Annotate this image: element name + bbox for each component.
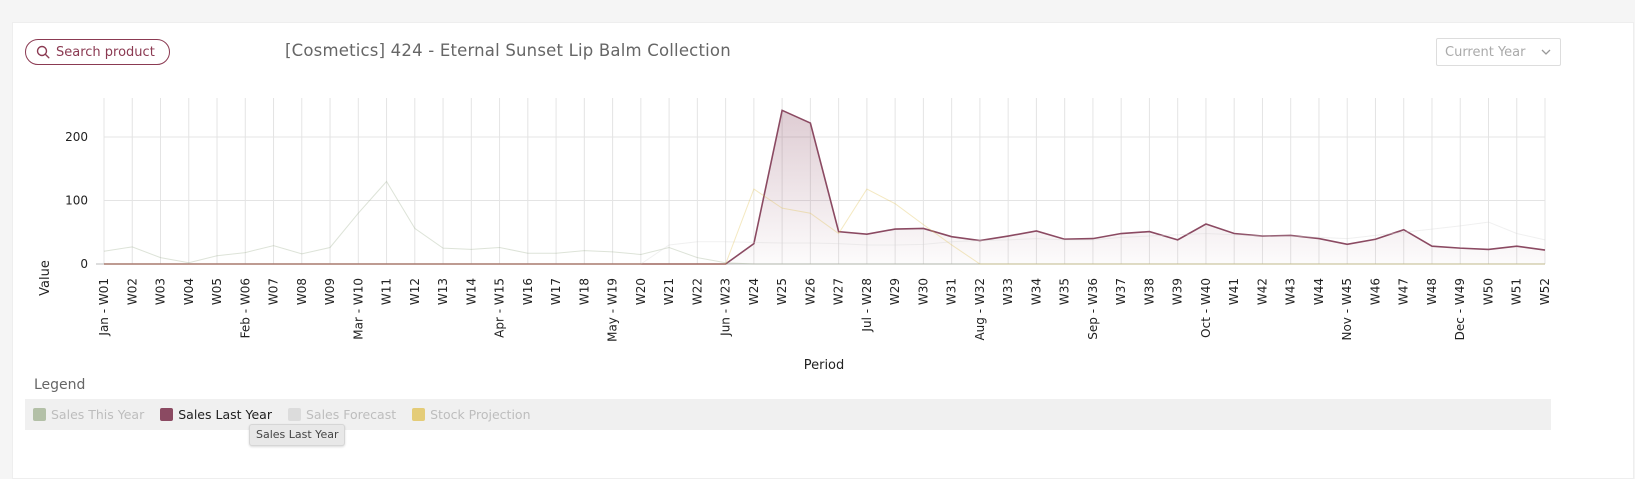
legend-item-stock-projection[interactable]: Stock Projection	[412, 407, 531, 422]
x-tick-label: W17	[549, 278, 563, 305]
x-tick-label: W14	[464, 278, 478, 305]
x-tick-label: W12	[408, 278, 422, 305]
x-tick-label: W04	[182, 278, 196, 305]
legend-label: Sales This Year	[51, 407, 145, 422]
x-tick-label: W02	[125, 278, 139, 305]
x-tick-label: W08	[295, 278, 309, 305]
sales-last-year-line	[104, 109, 1546, 265]
sales-last-year-area	[104, 110, 1545, 264]
search-icon	[36, 45, 50, 59]
search-product-label: Search product	[56, 44, 155, 60]
x-tick-label: W30	[916, 278, 930, 305]
x-tick-label: W29	[888, 278, 902, 305]
x-tick-label: W51	[1510, 278, 1524, 305]
y-tick-label: 0	[80, 257, 88, 271]
stock-projection-line	[104, 188, 1545, 265]
x-tick-label: Dec - W49	[1453, 278, 1467, 340]
legend-label: Sales Last Year	[178, 407, 272, 422]
x-tick-label: W03	[154, 278, 168, 305]
x-tick-label: W41	[1227, 278, 1241, 305]
legend-item-sales-this-year[interactable]: Sales This Year	[33, 407, 144, 422]
y-axis-title: Value	[38, 260, 53, 296]
x-tick-label: W50	[1481, 278, 1495, 305]
x-tick-label: W13	[436, 278, 450, 305]
page-title: [Cosmetics] 424 - Eternal Sunset Lip Bal…	[285, 41, 731, 60]
x-tick-label: W07	[267, 278, 281, 305]
legend-swatch	[160, 408, 174, 421]
sales-chart: Jan - W01 W02 W03 W04 W05 Feb - W06 W07 W08 W09 M…	[38, 98, 1552, 373]
x-tick-label: Oct - W40	[1199, 278, 1213, 338]
x-tick-label: W44	[1312, 278, 1326, 305]
legend-swatch	[287, 408, 301, 421]
x-tick-label: W42	[1255, 278, 1269, 305]
legend-item-sales-forecast[interactable]: Sales Forecast	[287, 407, 397, 422]
x-tick-label: Jun - W23	[719, 278, 733, 337]
x-tick-label: W24	[747, 278, 761, 305]
x-tick-label: W37	[1114, 278, 1128, 305]
chevron-down-icon	[1541, 49, 1551, 55]
x-tick-label: W16	[521, 278, 535, 305]
x-tick-label: W18	[577, 278, 591, 305]
x-tick-label: W35	[1058, 278, 1072, 305]
x-tick-label: W25	[775, 278, 789, 305]
x-tick-label: May - W19	[606, 278, 620, 342]
x-tick-label: W05	[210, 278, 224, 305]
x-tick-label: Feb - W06	[238, 278, 252, 338]
x-tick-label: W26	[803, 278, 817, 305]
x-tick-label: Jul - W28	[860, 278, 874, 333]
x-tick-label: W46	[1368, 278, 1382, 305]
x-tick-label: W43	[1284, 278, 1298, 305]
legend-label: Sales Forecast	[305, 407, 397, 422]
x-tick-label: W27	[832, 278, 846, 305]
legend-swatch	[33, 408, 46, 421]
x-tick-label: W09	[323, 278, 337, 305]
x-tick-label: W52	[1538, 278, 1552, 305]
x-tick-label: W47	[1397, 278, 1411, 305]
x-tick-label: Jan - W01	[97, 278, 111, 337]
x-tick-label: W11	[380, 278, 394, 305]
legend-item-sales-last-year[interactable]: Sales Last Year	[160, 407, 272, 422]
x-tick-label: W31	[945, 278, 959, 305]
x-tick-label: W39	[1171, 278, 1185, 305]
x-tick-label: W20	[634, 278, 648, 305]
x-tick-label: W34	[1029, 278, 1043, 305]
sales-this-year-line	[103, 180, 1545, 265]
x-tick-label: Apr - W15	[493, 278, 507, 338]
legend-label: Stock Projection	[430, 407, 531, 422]
x-tick-label: W48	[1425, 278, 1439, 305]
x-tick-label: W33	[1001, 278, 1015, 305]
y-tick-label: 100	[65, 194, 88, 208]
legend-title: Legend	[34, 377, 86, 393]
legend-swatch	[412, 408, 426, 421]
x-tick-label: W21	[662, 278, 676, 305]
search-product-button[interactable]: Search product	[25, 39, 170, 65]
x-tick-label: W22	[690, 278, 704, 305]
x-tick-label: Sep - W36	[1086, 278, 1100, 340]
period-select[interactable]: Current Year	[1436, 38, 1561, 66]
x-axis-title: Period	[804, 358, 845, 373]
period-select-value: Current Year	[1445, 44, 1526, 60]
legend-tooltip: Sales Last Year	[249, 424, 346, 446]
sales-forecast-line	[104, 221, 1546, 265]
y-tick-label: 200	[65, 130, 88, 144]
x-tick-label: W38	[1142, 278, 1156, 305]
x-tick-label: Nov - W45	[1340, 278, 1354, 341]
x-tick-label: Mar - W10	[351, 278, 365, 340]
x-tick-label: Aug - W32	[973, 278, 987, 341]
